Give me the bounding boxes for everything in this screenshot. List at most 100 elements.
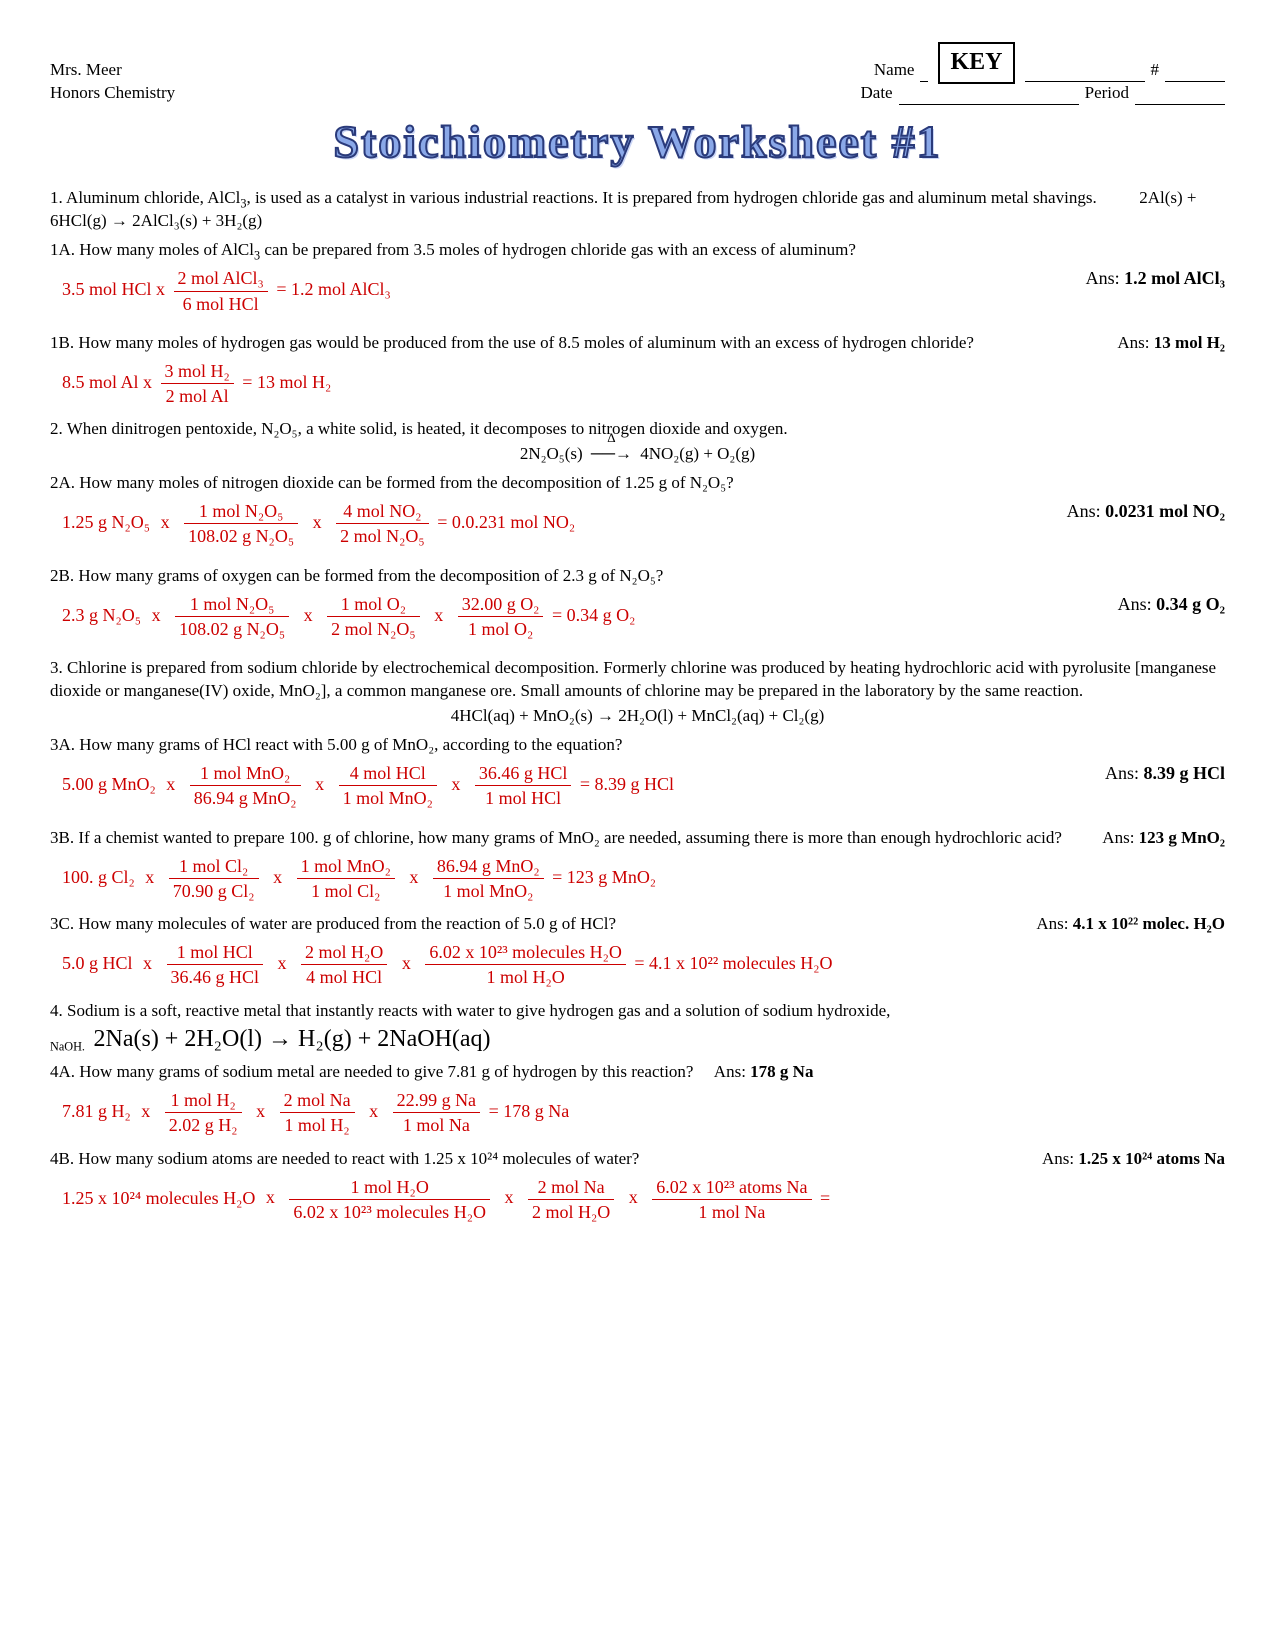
q3C-f2n: 2 mol H₂O: [301, 940, 387, 965]
q3C-f1n: 1 mol HCl: [167, 940, 264, 965]
q1B-ans-label: Ans:: [1117, 333, 1153, 352]
q4-text: 4. Sodium is a soft, reactive metal that…: [50, 1000, 1225, 1023]
q2B-f1n: 1 mol N₂O₅: [175, 592, 289, 617]
period-blank: [1135, 87, 1225, 105]
q4A-f3d: 1 mol Na: [393, 1113, 481, 1137]
q1A-tail: = 1.2 mol AlCl₃: [276, 279, 390, 299]
q1B-prompt-text: 1B. How many moles of hydrogen gas would…: [50, 333, 974, 352]
q1B-num: 3 mol H₂: [161, 359, 234, 384]
q4B-ans: 1.25 x 10²⁴ atoms Na: [1078, 1149, 1225, 1168]
header-row-1: Mrs. Meer Name KEY #: [50, 40, 1225, 82]
date-label: Date: [861, 82, 893, 105]
q3A-f2n: 4 mol HCl: [339, 761, 437, 786]
q4A-f2n: 2 mol Na: [280, 1088, 355, 1113]
q2A-f1d: 108.02 g N₂O₅: [184, 524, 298, 548]
q4B-solution: 1.25 x 10²⁴ molecules H₂O x 1 mol H₂O6.0…: [62, 1175, 1225, 1225]
q2A-solution: 1.25 g N₂O₅ x 1 mol N₂O₅108.02 g N₂O₅ x …: [62, 499, 1225, 549]
q2B-solution: 2.3 g N₂O₅ x 1 mol N₂O₅108.02 g N₂O₅ x 1…: [62, 592, 1225, 642]
q3A-f1d: 86.94 g MnO₂: [190, 786, 301, 810]
q4A-solution: 7.81 g H₂ x 1 mol H₂2.02 g H₂ x 2 mol Na…: [62, 1088, 1225, 1138]
q2B-f2n: 1 mol O₂: [327, 592, 420, 617]
key-box: KEY: [938, 42, 1014, 84]
q1B-answer: Ans: 13 mol H₂: [1117, 332, 1225, 355]
q3B-ans: 123 g MnO₂: [1139, 828, 1225, 847]
q3A-lead: 5.00 g MnO₂: [62, 774, 160, 794]
q4A-ans-label: Ans:: [714, 1062, 750, 1081]
q4A-f1n: 1 mol H₂: [165, 1088, 242, 1113]
q3B-f3d: 1 mol MnO₂: [433, 879, 544, 903]
q3B-ans-label: Ans:: [1102, 828, 1138, 847]
q2A-answer: Ans: 0.0231 mol NO₂: [1067, 499, 1225, 523]
q2-text: 2. When dinitrogen pentoxide, N₂O₅, a wh…: [50, 418, 1225, 441]
q3-equation: 4HCl(aq) + MnO₂(s) → 2H₂O(l) + MnCl₂(aq)…: [50, 705, 1225, 728]
worksheet-title: Stoichiometry Worksheet #1: [50, 111, 1225, 173]
q4A-ans: 178 g Na: [750, 1062, 813, 1081]
q3C-f1d: 36.46 g HCl: [167, 965, 264, 989]
q2-equation: 2N₂O₅(s) Δ──→ 4NO₂(g) + O₂(g): [50, 443, 1225, 466]
q3A-f3n: 36.46 g HCl: [475, 761, 572, 786]
q2A-f1n: 1 mol N₂O₅: [184, 499, 298, 524]
delta-symbol: Δ: [607, 429, 615, 447]
q3B-lead: 100. g Cl₂: [62, 867, 139, 887]
q4B-f2n: 2 mol Na: [528, 1175, 614, 1200]
q3-text: 3. Chlorine is prepared from sodium chlo…: [50, 657, 1225, 703]
q4A-f3n: 22.99 g Na: [393, 1088, 481, 1113]
q4-naoh-line: NaOH. 2Na(s) + 2H₂O(l) → H₂(g) + 2NaOH(a…: [50, 1023, 1225, 1055]
q3C-answer: Ans: 4.1 x 10²² molec. H₂O: [1036, 913, 1225, 936]
q4A-f1d: 2.02 g H₂: [165, 1113, 242, 1137]
q4B-f1d: 6.02 x 10²³ molecules H₂O: [289, 1200, 490, 1224]
q4B-f2d: 2 mol H₂O: [528, 1200, 614, 1224]
num-blank: [1165, 64, 1225, 82]
q2B-f3n: 32.00 g O₂: [458, 592, 544, 617]
q2B-answer: Ans: 0.34 g O₂: [1118, 592, 1225, 616]
q3B-f3n: 86.94 g MnO₂: [433, 854, 544, 879]
q1A-den: 6 mol HCl: [174, 292, 268, 316]
q2-eq-r: 4NO₂(g) + O₂(g): [640, 444, 755, 463]
q3C-prompt: 3C. How many molecules of water are prod…: [50, 913, 1225, 936]
q4B-f3n: 6.02 x 10²³ atoms Na: [652, 1175, 811, 1200]
q4B-answer: Ans: 1.25 x 10²⁴ atoms Na: [1042, 1148, 1225, 1171]
q3A-ans: 8.39 g HCl: [1143, 763, 1225, 783]
q3C-ans-label: Ans:: [1036, 914, 1072, 933]
q1-text-a: 1. Aluminum chloride, AlCl: [50, 188, 240, 207]
q3C-tail: = 4.1 x 10²² molecules H₂O: [634, 953, 832, 973]
name-blank: [1025, 64, 1145, 82]
q2A-f2n: 4 mol NO₂: [336, 499, 429, 524]
q1A-num: 2 mol AlCl₃: [174, 266, 268, 291]
period-label: Period: [1085, 82, 1129, 105]
q1A-ans-label: Ans:: [1086, 268, 1125, 288]
q2B-prompt: 2B. How many grams of oxygen can be form…: [50, 565, 1225, 588]
q3A-f1n: 1 mol MnO₂: [190, 761, 301, 786]
q3A-f3d: 1 mol HCl: [475, 786, 572, 810]
q3A-tail: = 8.39 g HCl: [580, 774, 674, 794]
q3C-f3d: 1 mol H₂O: [425, 965, 626, 989]
q1B-lead: 8.5 mol Al x: [62, 372, 157, 392]
q4-equation: 2Na(s) + 2H₂O(l) → H₂(g) + 2NaOH(aq): [94, 1026, 491, 1052]
q3C-f3n: 6.02 x 10²³ molecules H₂O: [425, 940, 626, 965]
q3B-solution: 100. g Cl₂ x 1 mol Cl₂70.90 g Cl₂ x 1 mo…: [62, 854, 1225, 904]
q2B-f2d: 2 mol N₂O₅: [327, 617, 420, 641]
name-label: Name: [874, 59, 915, 82]
q4A-f2d: 1 mol H₂: [280, 1113, 355, 1137]
q3C-lead: 5.0 g HCl: [62, 953, 137, 973]
q4A-lead: 7.81 g H₂: [62, 1101, 135, 1121]
q3A-answer: Ans: 8.39 g HCl: [1105, 761, 1225, 785]
q2A-lead: 1.25 g N₂O₅: [62, 512, 155, 532]
q1A-prompt-a: 1A. How many moles of AlCl: [50, 240, 254, 259]
q3B-f1d: 70.90 g Cl₂: [169, 879, 259, 903]
q2B-f1d: 108.02 g N₂O₅: [175, 617, 289, 641]
q2B-f3d: 1 mol O₂: [458, 617, 544, 641]
q3C-ans: 4.1 x 10²² molec. H₂O: [1073, 914, 1225, 933]
q4B-prompt-text: 4B. How many sodium atoms are needed to …: [50, 1149, 639, 1168]
q3B-prompt-text: 3B. If a chemist wanted to prepare 100. …: [50, 828, 1062, 847]
teacher-name: Mrs. Meer: [50, 60, 122, 79]
num-label: #: [1151, 59, 1160, 82]
q3A-ans-label: Ans:: [1105, 763, 1144, 783]
q2B-lead: 2.3 g N₂O₅: [62, 605, 146, 625]
q3C-f2d: 4 mol HCl: [301, 965, 387, 989]
q1A-prompt-b: can be prepared from 3.5 moles of hydrog…: [260, 240, 856, 259]
q1B-ans: 13 mol H₂: [1154, 333, 1225, 352]
q1-text-b: , is used as a catalyst in various indus…: [246, 188, 1096, 207]
q3B-answer: Ans: 123 g MnO₂: [1102, 827, 1225, 850]
course-name: Honors Chemistry: [50, 83, 175, 102]
